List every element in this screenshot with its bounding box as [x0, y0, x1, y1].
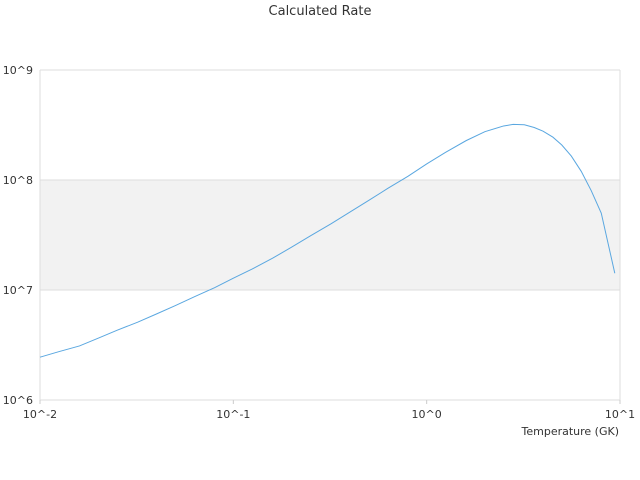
chart-title: Calculated Rate [268, 4, 372, 19]
x-axis-title: Temperature (GK) [521, 425, 620, 438]
y-tick-label: 10^9 [3, 64, 33, 77]
y-tick-label: 10^6 [3, 394, 33, 407]
y-tick-label: 10^8 [3, 174, 33, 187]
grid-layer [40, 69, 620, 401]
x-tick-label: 10^1 [605, 408, 635, 421]
y-tick-label: 10^7 [3, 284, 33, 297]
highlight-band [40, 180, 620, 290]
x-tick-label: 10^0 [412, 408, 442, 421]
x-tick-label: 10^-1 [216, 408, 250, 421]
axis-layer [39, 70, 621, 404]
series-layer [39, 123, 616, 358]
highlight-band-layer [40, 180, 620, 290]
series-line [39, 123, 616, 358]
x-tick-label: 10^-2 [23, 408, 57, 421]
tick-label-layer: 10^6 10^7 10^8 10^9 10^-2 10^-1 10^0 10^1 [3, 64, 635, 421]
